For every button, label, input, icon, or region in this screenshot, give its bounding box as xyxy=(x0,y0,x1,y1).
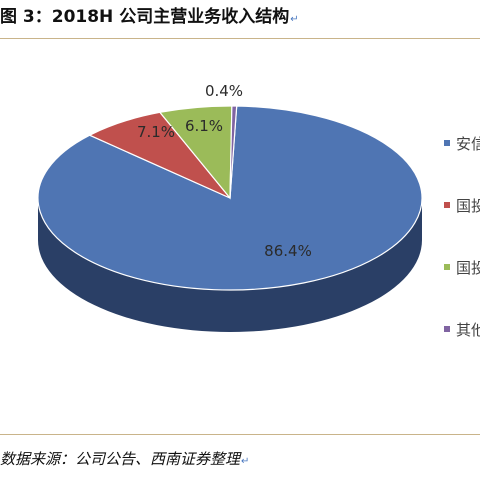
data-label-1: 7.1% xyxy=(137,123,175,141)
figure-title-text: 图 3：2018H 公司主营业务收入结构 xyxy=(0,7,290,27)
data-labels: 86.4% 7.1% 6.1% 0.4% xyxy=(137,82,312,260)
legend-label-3: 其他 xyxy=(456,321,480,339)
source-return-mark: ↵ xyxy=(241,456,250,467)
legend-label-1: 国投 xyxy=(456,197,480,215)
figure-title: 图 3：2018H 公司主营业务收入结构↵ xyxy=(0,2,299,27)
title-divider xyxy=(0,38,480,39)
source-text: 数据来源：公司公告、西南证券整理 xyxy=(0,450,241,468)
title-return-mark: ↵ xyxy=(290,14,299,25)
pie-side-walls xyxy=(38,198,422,332)
data-label-2: 6.1% xyxy=(185,117,223,135)
legend-swatch-2 xyxy=(444,264,450,270)
legend-label-2: 国投 xyxy=(456,259,480,277)
legend-swatch-1 xyxy=(444,202,450,208)
source-note: 数据来源：公司公告、西南证券整理↵ xyxy=(0,448,249,469)
legend-label-0: 安信 xyxy=(456,135,480,153)
source-divider xyxy=(0,434,480,435)
pie-slice-3 xyxy=(229,105,238,199)
data-label-0: 86.4% xyxy=(264,242,312,260)
legend-swatch-0 xyxy=(444,140,450,146)
data-label-3: 0.4% xyxy=(205,82,243,100)
pie-top xyxy=(37,105,423,291)
legend-swatch-3 xyxy=(444,326,450,332)
pie-side-0 xyxy=(38,198,422,332)
